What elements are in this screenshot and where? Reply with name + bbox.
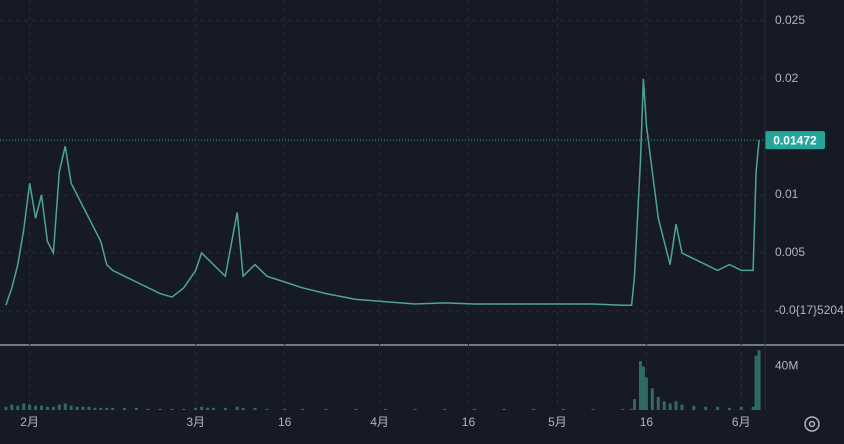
volume-bar [10,404,14,410]
x-tick-label: 16 [278,415,292,429]
volume-bar [383,408,387,410]
y-tick-label: 0.02 [775,71,799,85]
volume-bar [704,406,708,410]
volume-bar [51,406,55,410]
y-tick-label: 0.025 [775,13,805,27]
settings-icon[interactable] [804,416,820,432]
volume-bar [253,407,257,410]
x-tick-label: 16 [640,415,654,429]
volume-bar [324,408,328,410]
volume-bar [28,404,32,410]
volume-bar [158,408,162,410]
volume-bar [134,407,138,410]
volume-bar [754,355,758,410]
y-tick-label: 40M [775,359,798,373]
settings-icon-core [808,420,816,428]
volume-bar [413,408,417,410]
volume-bar [751,406,755,410]
volume-bar [674,401,678,410]
volume-bar [170,408,174,410]
volume-bar [727,407,731,410]
volume-bar [354,408,358,410]
volume-bar [69,405,73,410]
volume-bar [641,366,645,410]
volume-bar [300,408,304,410]
volume-bar [57,404,61,410]
volume-bar [93,407,97,410]
volume-bar [656,396,660,410]
volume-bar [668,403,672,410]
volume-bar [182,408,186,410]
volume-bar [4,406,8,410]
volume-bar [662,401,666,410]
volume-bar [22,403,26,410]
x-tick-label: 3月 [186,415,205,429]
volume-bar [532,408,536,410]
volume-bar [45,406,49,410]
x-tick-label: 16 [462,415,476,429]
volume-bar [223,407,227,410]
volume-bar [63,403,67,410]
volume-bar [472,408,476,410]
volume-bar [638,361,642,410]
volume-bar [34,405,38,410]
volume-bar [591,408,595,410]
volume-bar [680,404,684,410]
volume-bar [265,408,269,410]
volume-bar [211,407,215,410]
volume-bar [443,408,447,410]
volume-bar [40,405,44,410]
volume-bar [757,350,761,410]
last-price-box [765,131,825,150]
volume-bar [194,407,198,410]
volume-bar [75,406,79,410]
volume-bar [630,408,634,410]
volume-bar [692,405,696,410]
x-tick-label: 6月 [732,415,751,429]
volume-bar [123,407,127,410]
volume-bar [111,407,115,410]
settings-icon-ring [804,416,820,432]
volume-bar [235,406,239,410]
volume-bar [650,388,654,410]
volume-bar [241,407,245,410]
volume-bar [621,408,625,410]
volume-bar [633,399,637,410]
x-tick-label: 2月 [20,415,39,429]
volume-bar [283,408,287,410]
y-tick-label: 0.01 [775,187,799,201]
price-line [5,78,760,306]
volume-bar [146,408,150,410]
volume-bar [87,406,91,410]
volume-bar [16,405,20,410]
y-tick-label: -0.0{17}5204 [775,303,844,317]
volume-bar [502,408,506,410]
volume-bar [561,408,565,410]
volume-bar [739,406,743,410]
volume-bar [99,407,103,410]
volume-bar [200,406,204,410]
y-tick-label: 0.005 [775,245,805,259]
volume-bar [81,406,85,410]
x-tick-label: 5月 [548,415,567,429]
x-tick-label: 4月 [370,415,389,429]
volume-bar [206,407,210,410]
last-price-label: 0.01472 [773,133,817,147]
volume-bar [105,407,109,410]
volume-bar [644,377,648,410]
volume-bar [716,406,720,410]
